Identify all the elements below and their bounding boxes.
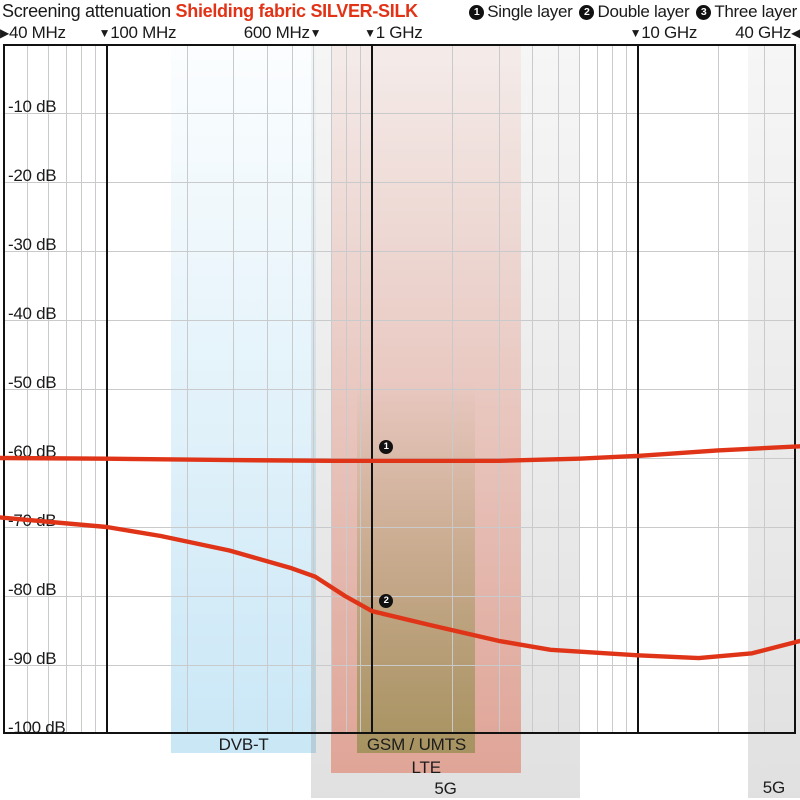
axis-arrow-icon: ▼ <box>309 26 322 40</box>
x-tick-10-ghz: ▼10 GHz <box>629 23 698 42</box>
chart-legend: 1 Single layer 2 Double layer 3 Three la… <box>469 2 797 22</box>
gridline-major-v <box>371 44 374 734</box>
y-label: -30 dB <box>8 235 57 254</box>
y-label: -50 dB <box>8 373 57 392</box>
axis-arrow-icon: ◀ <box>791 26 800 40</box>
legend-label-three-layer: Three layer <box>714 2 797 21</box>
x-tick-40-mhz: ▶40 MHz <box>0 23 66 42</box>
axis-arrow-icon: ▼ <box>629 26 642 40</box>
curve-marker-2: 2 <box>379 593 394 608</box>
legend-label-double-layer: Double layer <box>597 2 690 21</box>
x-tick-600-mhz: 600 MHz▼ <box>243 23 322 42</box>
band-label-gsm-umts: GSM / UMTS <box>366 735 466 754</box>
axis-arrow-icon: ▼ <box>364 26 376 40</box>
legend-item-double-layer: 2 Double layer <box>579 2 690 22</box>
x-tick-1-ghz: ▼1 GHz <box>364 23 423 42</box>
gridline-minor-h <box>3 389 796 390</box>
legend-label-single-layer: Single layer <box>487 2 573 21</box>
chart-title: Screening attenuation Shielding fabric S… <box>2 1 418 22</box>
x-tick-40-ghz: 40 GHz◀ <box>735 23 800 42</box>
band-5g <box>747 44 800 798</box>
band-label-lte: LTE <box>411 758 442 777</box>
band-label-dvb-t: DVB-T <box>218 735 269 754</box>
gridline-minor-h <box>3 113 796 114</box>
y-label: -40 dB <box>8 304 57 323</box>
axis-arrow-icon: ▼ <box>98 26 111 40</box>
chart-title-product: Shielding fabric SILVER-SILK <box>175 1 419 21</box>
legend-item-three-layer: 3 Three layer <box>696 2 797 22</box>
plot-frame <box>3 44 796 734</box>
chart-title-text: Screening attenuation <box>2 1 176 21</box>
double-layer-badge-icon: 2 <box>579 4 595 20</box>
gridline-minor-h <box>3 320 796 321</box>
y-label: -20 dB <box>8 166 57 185</box>
gridline-minor-h <box>3 182 796 183</box>
three-layer-badge-icon: 3 <box>696 4 712 20</box>
band-label-5g: 5G <box>434 779 457 798</box>
legend-item-single-layer: 1 Single layer <box>469 2 573 22</box>
gridline-major-v <box>105 44 108 734</box>
x-tick-100-mhz: ▼100 MHz <box>98 23 177 42</box>
gridline-major-v <box>636 44 639 734</box>
y-label: -10 dB <box>8 97 57 116</box>
axis-arrow-icon: ▶ <box>0 26 9 40</box>
gridline-minor-h <box>3 251 796 252</box>
band-label-5g: 5G <box>762 778 786 797</box>
single-layer-badge-icon: 1 <box>469 4 485 20</box>
gridline-minor-h <box>3 665 796 666</box>
